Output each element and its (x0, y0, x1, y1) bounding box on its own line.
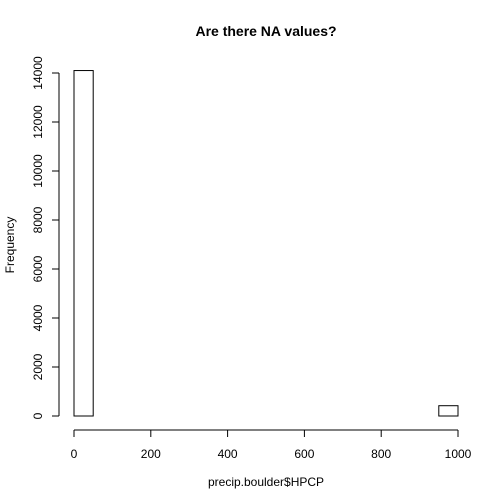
histogram-bar (438, 405, 459, 417)
x-tick-label: 200 (141, 447, 161, 461)
x-axis-label: precip.boulder$HPCP (208, 475, 324, 489)
bars-group (73, 70, 459, 417)
y-tick-label: 2000 (31, 353, 45, 380)
y-tick-label: 14000 (31, 56, 45, 90)
x-tick-label: 400 (218, 447, 238, 461)
y-tick-label: 6000 (31, 255, 45, 282)
y-axis: 0 2000 4000 6000 8000 10000 12000 14000 (31, 56, 60, 419)
y-tick-label: 4000 (31, 304, 45, 331)
y-tick-label: 0 (31, 412, 45, 419)
histogram-bar (73, 70, 94, 417)
chart-title: Are there NA values? (195, 23, 336, 39)
y-tick-label: 10000 (31, 154, 45, 188)
x-tick-label: 0 (71, 447, 78, 461)
y-tick-label: 12000 (31, 105, 45, 139)
x-tick-label: 800 (371, 447, 391, 461)
x-axis: 0 200 400 600 800 1000 (71, 429, 472, 461)
y-axis-label: Frequency (3, 217, 17, 274)
y-tick-label: 8000 (31, 206, 45, 233)
x-tick-label: 1000 (445, 447, 472, 461)
x-tick-label: 600 (294, 447, 314, 461)
